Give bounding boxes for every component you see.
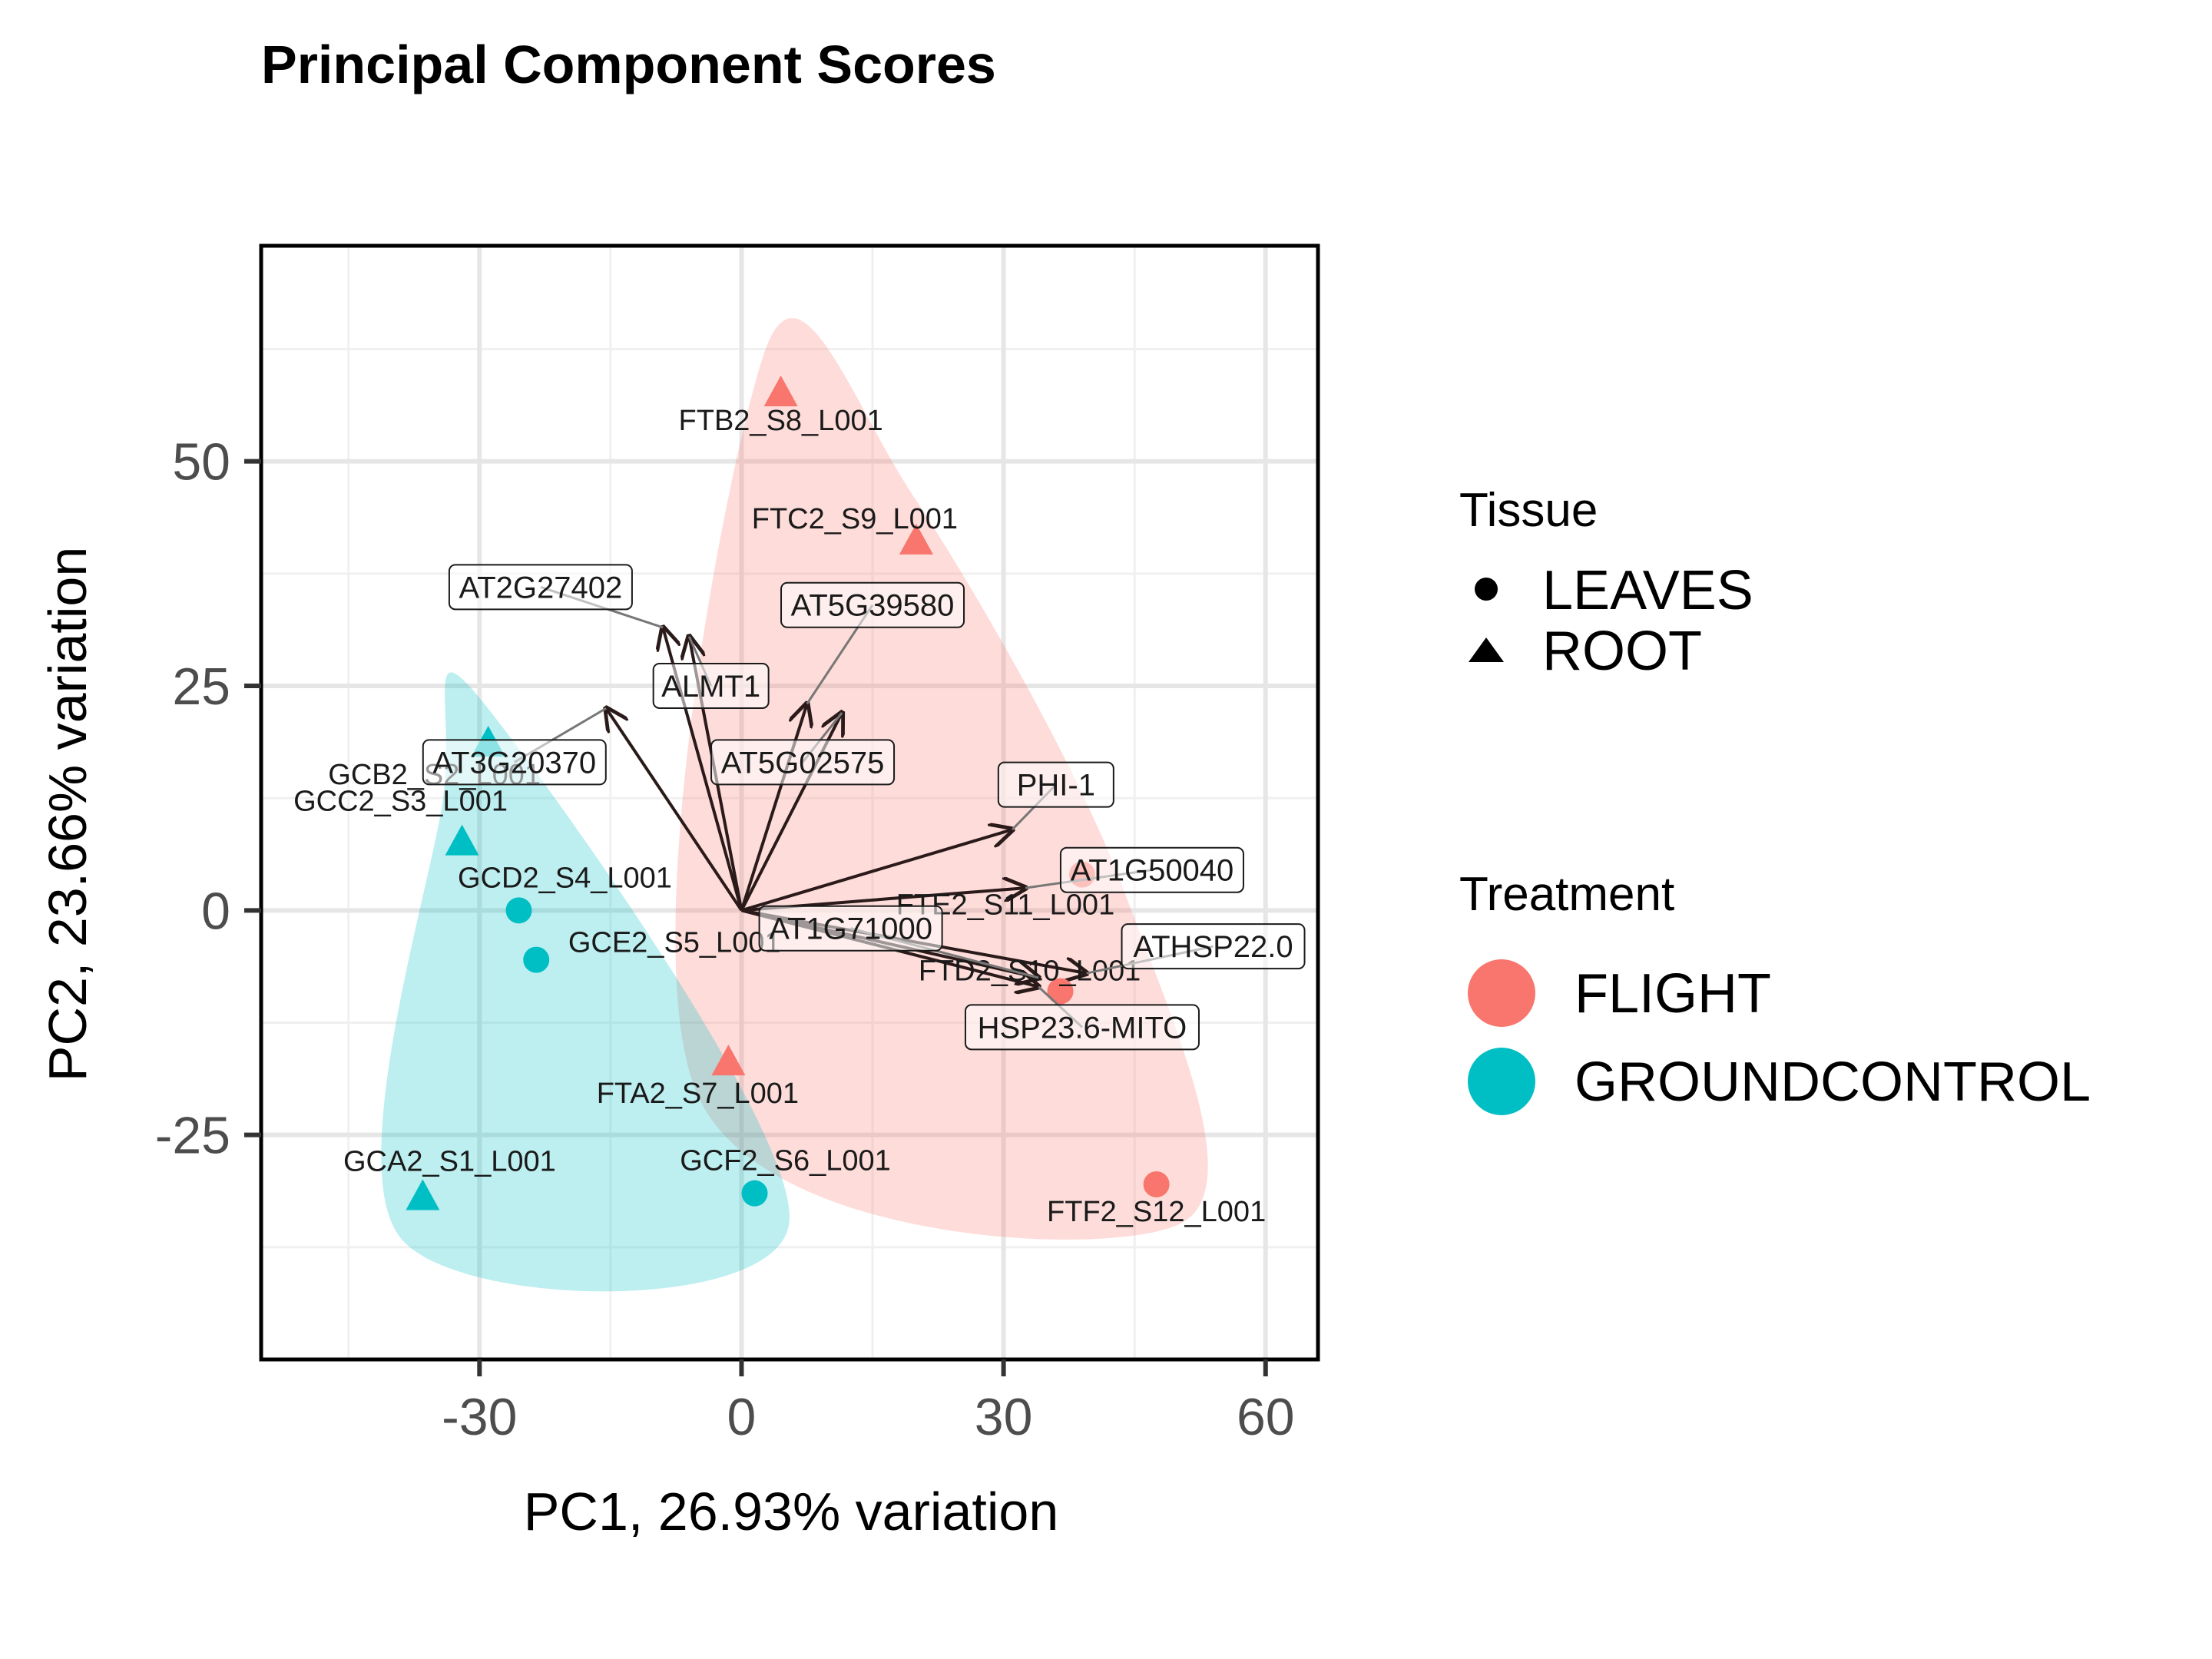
legend-treatment-flight: FLIGHT [1575, 963, 1771, 1025]
plot-panel [261, 246, 1318, 1359]
hull-groundcontrol [381, 672, 790, 1292]
legend-tissue-root: ROOT [1542, 621, 1702, 682]
sample-label: FTA2_S7_L001 [597, 1078, 799, 1110]
legend-triangle-icon [1469, 637, 1504, 662]
loading-label: PHI-1 [1017, 769, 1095, 803]
legend-circle-icon [1475, 578, 1498, 601]
data-point-triangle [763, 375, 798, 406]
sample-label: FTD2_S10_L001 [919, 955, 1141, 988]
loading-label-box [1121, 923, 1306, 970]
loading-arrow [606, 708, 743, 912]
legend-tissue: Tissue LEAVES ROOT [1459, 484, 1753, 682]
x-axis-title: PC1, 26.93% variation [524, 1482, 1059, 1541]
data-point-triangle [406, 1179, 440, 1210]
data-point-triangle [899, 523, 933, 555]
legend-treatment: Treatment FLIGHT GROUNDCONTROL [1459, 868, 2091, 1115]
loading-label: AT5G02575 [721, 746, 885, 780]
loading-label-box [1059, 846, 1244, 893]
sample-label: FTC2_S9_L001 [752, 503, 958, 535]
chart-title: Principal Component Scores [261, 35, 996, 94]
data-point-triangle [445, 824, 479, 856]
loading-labels: AT2G27402 ALMT1 AT5G39580 AT5G02575 AT3G2037… [422, 564, 1306, 1051]
y-tick-label: 0 [201, 882, 230, 940]
loading-label: AT5G39580 [791, 589, 955, 623]
sample-label: GCC2_S3_L001 [293, 786, 508, 818]
loading-label-box [780, 581, 965, 628]
loading-label: AT2G27402 [459, 571, 623, 604]
y-tick-label: -25 [155, 1107, 230, 1165]
x-tick-label: 0 [727, 1388, 757, 1446]
sample-label: GCE2_S5_L001 [568, 927, 781, 959]
legend-tissue-leaves: LEAVES [1542, 560, 1753, 621]
loading-label: AT1G71000 [769, 912, 932, 946]
x-tick-label: 30 [975, 1388, 1033, 1446]
loading-label-box [422, 739, 607, 786]
loading-label-box [710, 739, 896, 786]
sample-label: GCA2_S1_L001 [343, 1146, 556, 1178]
loading-label-box [964, 1004, 1200, 1051]
sample-label: FTF2_S12_L001 [1047, 1196, 1266, 1228]
y-tick-label: 50 [172, 433, 230, 492]
data-point-circle [505, 897, 532, 924]
loading-arrow [740, 830, 1012, 912]
panel-background [261, 246, 1318, 1359]
loading-label: ALMT1 [661, 670, 760, 704]
loading-label: AT1G50040 [1071, 854, 1234, 888]
data-point-circle [1047, 978, 1074, 1005]
data-point-triangle [711, 1045, 746, 1076]
data-point-circle [741, 1180, 768, 1207]
x-tick-label: 60 [1237, 1388, 1295, 1446]
loading-label-box [997, 761, 1114, 808]
loading-arrow [740, 704, 806, 911]
legend-groundcontrol-swatch [1468, 1048, 1535, 1115]
loading-label: AT3G20370 [432, 746, 596, 780]
loading-label: HSP23.6-MITO [978, 1011, 1187, 1045]
loading-label: ATHSP22.0 [1133, 930, 1293, 964]
data-point-circle [523, 946, 550, 973]
legend-treatment-title: Treatment [1459, 868, 1674, 921]
sample-label: FTB2_S8_L001 [679, 405, 883, 437]
y-axis-title: PC2, 23.66% variation [38, 547, 98, 1082]
x-tick-label: -30 [442, 1388, 517, 1446]
axes: -30 0 30 60 -25 0 25 50 [155, 243, 1320, 1446]
panel-border [259, 243, 1320, 1362]
y-tick-label: 25 [172, 657, 230, 716]
sample-label: GCD2_S4_L001 [458, 862, 672, 894]
legend-flight-swatch [1468, 959, 1535, 1027]
loading-label-box [758, 905, 943, 952]
data-point-circle [1143, 1171, 1170, 1197]
loading-label-box [652, 662, 770, 709]
legend-tissue-title: Tissue [1459, 484, 1598, 537]
sample-label: GCF2_S6_L001 [680, 1145, 891, 1177]
legend-treatment-groundcontrol: GROUNDCONTROL [1575, 1051, 2091, 1113]
loading-label-box [448, 564, 633, 611]
